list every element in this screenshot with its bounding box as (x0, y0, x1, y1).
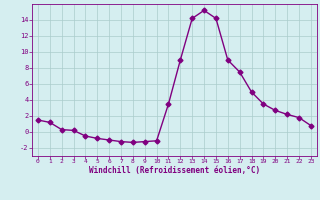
X-axis label: Windchill (Refroidissement éolien,°C): Windchill (Refroidissement éolien,°C) (89, 166, 260, 175)
